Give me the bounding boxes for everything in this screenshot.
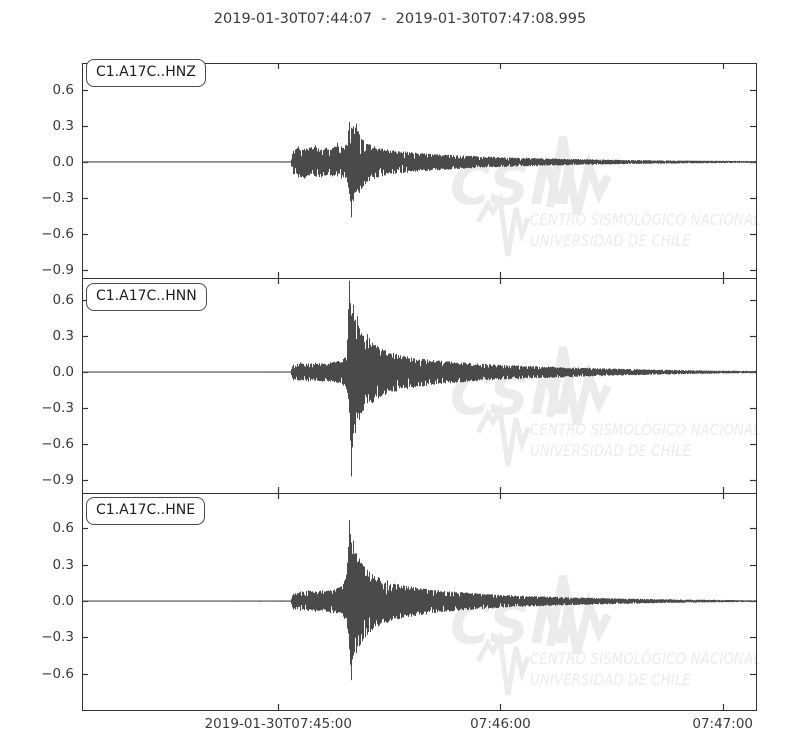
y-tick-label: 0.0 <box>52 154 74 170</box>
trace-label-hne: C1.A17C..HNE <box>86 497 206 525</box>
y-tick-label: 0.3 <box>52 557 74 573</box>
y-tick-label: 0.6 <box>52 520 74 536</box>
watermark-seismic-zigzag-icon <box>546 346 612 426</box>
x-tick-label: 07:46:00 <box>470 716 531 732</box>
waveform-trace-hnn <box>82 280 756 477</box>
y-tick-label: 0.3 <box>52 118 74 134</box>
y-tick-label: 0.0 <box>52 593 74 609</box>
csn-watermark: CSN CENTRO SISMOLÓGICO NACIONAL UNIVERSIDA… <box>450 134 762 268</box>
watermark-seismic-zigzag-small-icon <box>475 631 531 696</box>
watermark-line1: CENTRO SISMOLÓGICO NACIONAL <box>530 420 761 440</box>
watermark-line2: UNIVERSIDAD DE CHILE <box>530 230 692 250</box>
waveform-trace-hne <box>82 520 756 681</box>
y-tick-label: −0.9 <box>41 472 74 488</box>
y-tick-label: −0.6 <box>41 226 74 242</box>
csn-watermark: CSN CENTRO SISMOLÓGICO NACIONAL UNIVERSIDA… <box>450 573 762 707</box>
y-tick-label: −0.3 <box>41 190 74 206</box>
plot-title: 2019-01-30T07:44:07 - 2019-01-30T07:47:0… <box>213 11 587 27</box>
watermark-seismic-zigzag-small-icon <box>475 402 531 467</box>
watermark-line2: UNIVERSIDAD DE CHILE <box>530 441 692 461</box>
y-tick-label: 0.6 <box>52 292 74 308</box>
trace-label-hnn: C1.A17C..HNN <box>86 283 207 311</box>
watermark-line1: CENTRO SISMOLÓGICO NACIONAL <box>530 209 761 229</box>
watermark-line1: CENTRO SISMOLÓGICO NACIONAL <box>530 649 761 669</box>
y-tick-label: 0.0 <box>52 364 74 380</box>
y-tick-label: −0.6 <box>41 666 74 682</box>
watermark-line2: UNIVERSIDAD DE CHILE <box>530 670 692 690</box>
y-tick-label: −0.3 <box>41 400 74 416</box>
x-tick-label: 07:47:00 <box>692 716 753 732</box>
y-tick-label: 0.6 <box>52 82 74 98</box>
watermark-seismic-zigzag-icon <box>546 136 612 215</box>
waveform-trace-hnz <box>82 122 756 218</box>
trace-label-hnz: C1.A17C..HNZ <box>86 59 206 87</box>
watermark-seismic-zigzag-small-icon <box>475 192 531 257</box>
y-tick-label: −0.9 <box>41 262 74 278</box>
x-tick-label: 2019-01-30T07:45:00 <box>204 716 352 732</box>
y-tick-label: −0.6 <box>41 436 74 452</box>
y-tick-label: −0.3 <box>41 629 74 645</box>
watermark-seismic-zigzag-icon <box>546 575 612 655</box>
y-tick-label: 0.3 <box>52 328 74 344</box>
